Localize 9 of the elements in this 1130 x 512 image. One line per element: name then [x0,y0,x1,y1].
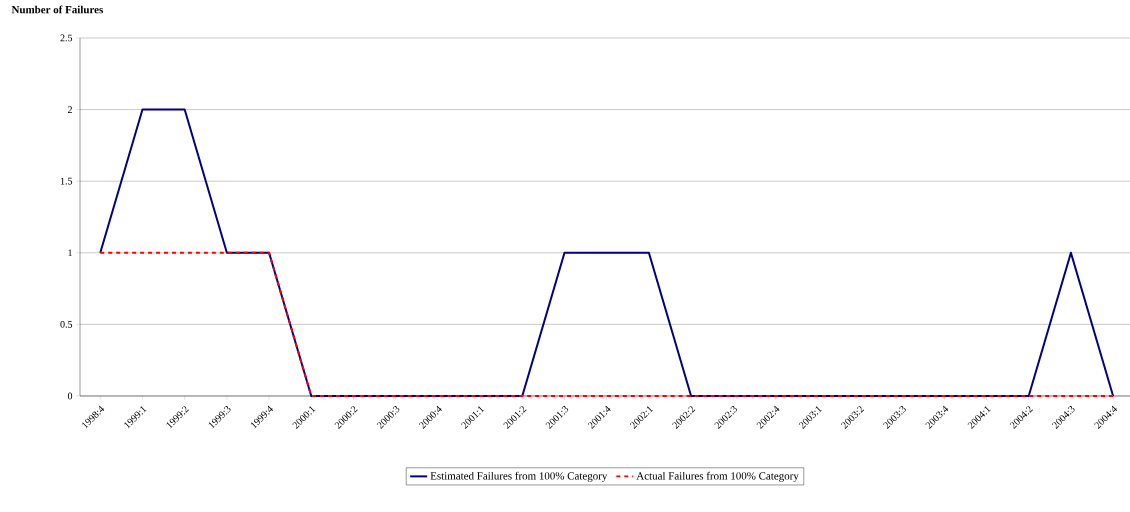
y-tick-label: 2.5 [60,34,73,42]
y-tick-label: 1.5 [60,177,73,185]
legend-label: Estimated Failures from 100% Category [430,471,608,482]
legend-label: Actual Failures from 100% Category [636,471,799,482]
y-tick-label: 1 [68,249,72,257]
y-tick-label: 0 [67,392,73,400]
y-tick-label: 2 [67,106,72,113]
y-tick-label: 0.5 [60,321,73,328]
y-axis-title: Number of Failures [11,5,103,14]
